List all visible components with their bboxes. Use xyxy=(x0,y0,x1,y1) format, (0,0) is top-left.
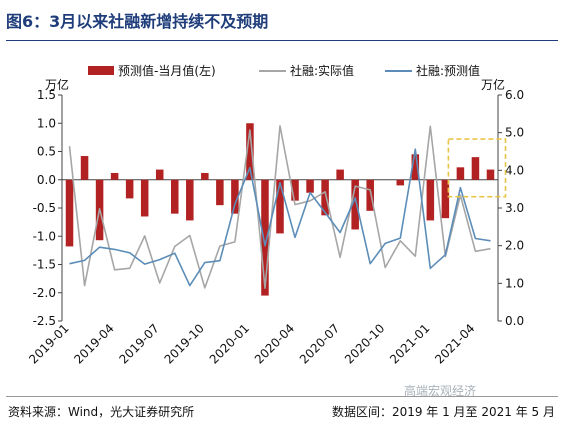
figure-title: 图6：3月以来社融新增持续不及预期 xyxy=(6,12,269,31)
x-tick-label: 2020-01 xyxy=(207,321,252,366)
left-tick-label: -1.5 xyxy=(33,258,56,272)
bar xyxy=(65,179,74,247)
bar xyxy=(351,179,359,230)
source-note: 资料来源：Wind，光大证券研究所 xyxy=(8,405,195,419)
bar xyxy=(321,179,329,216)
bar xyxy=(80,156,89,180)
bar xyxy=(140,179,149,217)
left-tick-label: 1.0 xyxy=(37,116,56,130)
x-tick-label: 2020-07 xyxy=(297,321,342,366)
x-tick-label: 2021-01 xyxy=(387,321,432,366)
series-line-forecast xyxy=(69,148,491,287)
right-axis-unit: 万亿 xyxy=(481,77,505,92)
bar xyxy=(201,172,209,180)
bar xyxy=(336,169,344,180)
x-tick-label: 2020-10 xyxy=(342,321,387,366)
bar xyxy=(291,179,299,201)
legend-label-forecast: 社融:预测值 xyxy=(416,63,480,78)
bar xyxy=(471,157,480,180)
left-tick-label: -0.5 xyxy=(33,201,56,215)
right-tick-label: 2.0 xyxy=(505,239,524,253)
right-tick-label: 5.0 xyxy=(505,126,524,140)
bar xyxy=(441,179,450,219)
right-tick-label: 0.0 xyxy=(505,314,524,328)
bar xyxy=(411,154,420,180)
x-tick-label: 2019-04 xyxy=(71,321,116,366)
right-tick-label: 3.0 xyxy=(505,201,524,215)
left-tick-label: -2.0 xyxy=(33,286,56,300)
right-tick-label: 1.0 xyxy=(505,276,524,290)
bar xyxy=(125,179,134,199)
right-tick-label: 4.0 xyxy=(505,163,524,177)
left-tick-label: 1.5 xyxy=(37,88,56,102)
legend: 预测值-当月值(左) 社融:实际值 社融:预测值 xyxy=(88,63,480,78)
left-tick-label: 0.5 xyxy=(37,145,56,159)
x-tick-label: 2021-04 xyxy=(432,321,477,366)
x-tick-label: 2019-01 xyxy=(26,321,71,366)
bar xyxy=(171,179,179,214)
bar xyxy=(186,179,194,221)
legend-label-actual: 社融:实际值 xyxy=(290,63,354,78)
x-tick-label: 2019-07 xyxy=(116,321,161,366)
left-tick-label: -2.5 xyxy=(33,314,56,328)
bar xyxy=(396,179,405,186)
bar xyxy=(110,172,119,180)
bar xyxy=(426,179,435,221)
annotation xyxy=(447,138,507,198)
bar xyxy=(246,123,254,180)
bar xyxy=(216,179,224,206)
bar xyxy=(231,179,239,214)
right-tick-label: 6.0 xyxy=(505,88,524,102)
bar xyxy=(261,179,269,296)
bar xyxy=(456,167,465,180)
line-series xyxy=(68,125,491,290)
x-tick-label: 2019-10 xyxy=(162,321,207,366)
watermark: 高端宏观经济 xyxy=(404,384,477,398)
data-range-note: 数据区间：2019 年 1 月至 2021 年 5 月 xyxy=(331,405,555,419)
legend-swatch-forecast-diff xyxy=(88,66,114,75)
bar xyxy=(486,169,495,180)
left-tick-label: 0.0 xyxy=(37,173,56,187)
bar xyxy=(366,179,374,211)
x-tick-label: 2020-04 xyxy=(252,321,297,366)
bar xyxy=(155,169,164,180)
title-rule xyxy=(6,40,558,41)
footer-rule xyxy=(6,396,558,397)
bar xyxy=(276,179,284,234)
bar-series xyxy=(65,123,495,296)
left-tick-label: -1.0 xyxy=(33,229,56,243)
legend-label-forecast-diff: 预测值-当月值(左) xyxy=(118,63,216,78)
highlight-box xyxy=(447,138,507,198)
series-line-actual xyxy=(68,125,491,290)
bar xyxy=(306,179,314,193)
left-axis-unit: 万亿 xyxy=(45,77,69,92)
